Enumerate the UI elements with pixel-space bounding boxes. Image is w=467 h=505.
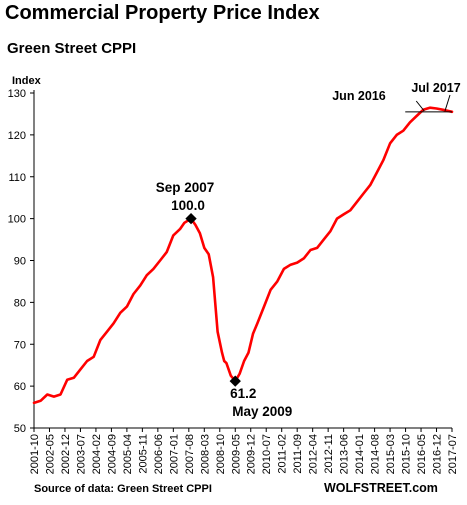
jun-2016-pointer: [415, 100, 425, 112]
peak-date-label: Sep 2007: [156, 180, 215, 195]
x-tick-label: 2003-07: [75, 434, 87, 474]
x-tick-label: 2005-04: [122, 434, 134, 474]
y-tick-label: 100: [8, 214, 26, 226]
x-tick-label: 2009-12: [246, 434, 258, 474]
source-note: Source of data: Green Street CPPI: [34, 483, 212, 495]
trough-marker: [229, 375, 241, 387]
jul-2017-pointer: [444, 94, 451, 111]
x-tick-label: 2012-11: [323, 434, 335, 474]
y-tick-label: 120: [8, 130, 26, 142]
y-tick-label: 60: [14, 381, 26, 393]
y-tick-label: 130: [8, 88, 26, 100]
x-tick-label: 2005-11: [137, 434, 149, 474]
x-tick-label: 2004-02: [91, 434, 103, 474]
x-tick-label: 2015-03: [385, 434, 397, 474]
y-tick-label: 90: [14, 256, 26, 268]
x-tick-label: 2008-10: [215, 434, 227, 474]
jul-2017-label: Jul 2017: [411, 81, 460, 95]
x-tick-label: 2007-01: [168, 434, 180, 474]
x-tick-label: 2001-10: [29, 434, 41, 474]
peak-marker: [185, 212, 197, 225]
chart-subtitle: Green Street CPPI: [7, 40, 137, 57]
chart-title: Commercial Property Price Index: [5, 2, 320, 24]
x-tick-label: 2011-09: [292, 434, 304, 474]
brand-logo-text: WOLFSTREET.com: [324, 481, 438, 495]
x-tick-label: 2017-07: [447, 434, 459, 474]
x-tick-label: 2011-02: [277, 434, 289, 474]
x-tick-label: 2008-03: [199, 434, 211, 474]
series-line: [32, 106, 454, 405]
x-tick-label: 2016-12: [432, 434, 444, 474]
jun-2016-label: Jun 2016: [332, 89, 386, 103]
trough-value-label: 61.2: [230, 386, 256, 401]
x-tick-label: 2015-10: [401, 434, 413, 474]
y-tick-label: 110: [8, 172, 26, 184]
y-tick-label: 50: [14, 423, 26, 435]
x-tick-label: 2007-08: [184, 434, 196, 474]
x-tick-label: 2006-06: [153, 434, 165, 474]
x-tick-label: 2012-04: [308, 434, 320, 474]
trough-date-label: May 2009: [232, 404, 292, 419]
y-tick-label: 70: [14, 339, 26, 351]
x-tick-label: 2002-12: [60, 434, 72, 474]
x-tick-label: 2014-08: [370, 434, 382, 474]
x-tick-label: 2013-06: [339, 434, 351, 474]
x-tick-label: 2014-01: [354, 434, 366, 474]
x-tick-label: 2010-07: [261, 434, 273, 474]
x-tick-label: 2016-05: [416, 434, 428, 474]
y-tick-label: 80: [14, 297, 26, 309]
x-tick-label: 2009-05: [230, 434, 242, 474]
peak-value-label: 100.0: [171, 198, 205, 213]
x-tick-label: 2004-09: [106, 434, 118, 474]
y-axis-title: Index: [12, 75, 42, 87]
x-tick-label: 2002-05: [44, 434, 56, 474]
